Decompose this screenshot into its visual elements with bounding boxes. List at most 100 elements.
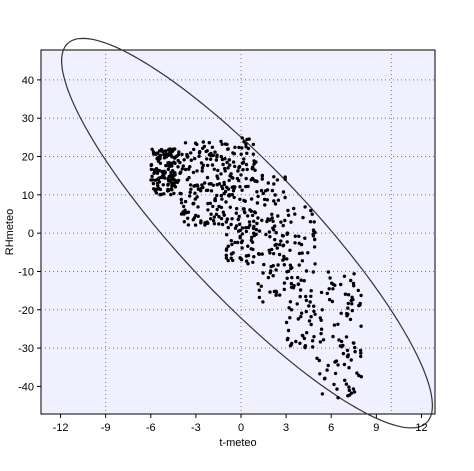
- data-point: [230, 185, 234, 189]
- data-point: [183, 208, 187, 212]
- data-point: [232, 195, 236, 200]
- data-point: [244, 142, 248, 146]
- data-point: [321, 338, 326, 342]
- data-point: [268, 251, 272, 255]
- data-point: [287, 306, 291, 310]
- data-point: [332, 323, 337, 327]
- x-tick-label: 3: [283, 422, 289, 434]
- data-point: [261, 191, 265, 196]
- y-tick-label: 0: [28, 228, 34, 240]
- data-point: [197, 154, 201, 158]
- data-point: [189, 158, 193, 162]
- data-point: [229, 222, 233, 227]
- data-point: [246, 214, 250, 218]
- data-point: [273, 202, 278, 206]
- data-point: [272, 199, 276, 203]
- data-point: [312, 335, 316, 339]
- data-point: [252, 224, 256, 229]
- data-point: [271, 219, 275, 223]
- data-point: [298, 288, 303, 292]
- data-point: [326, 363, 330, 368]
- data-point: [261, 300, 265, 304]
- data-point: [214, 158, 219, 162]
- data-point: [169, 192, 173, 197]
- data-point: [251, 260, 255, 264]
- data-point: [276, 263, 280, 267]
- data-point: [210, 145, 215, 149]
- grid-lines: [41, 50, 435, 414]
- data-point: [219, 216, 224, 221]
- data-point: [351, 281, 356, 286]
- data-point: [288, 248, 292, 252]
- data-point: [203, 181, 207, 185]
- data-point: [166, 187, 170, 192]
- data-point: [359, 375, 363, 379]
- data-point: [350, 308, 354, 313]
- data-point: [251, 177, 255, 181]
- data-point: [241, 160, 246, 165]
- data-point: [224, 253, 228, 257]
- data-point: [293, 241, 297, 245]
- data-point: [186, 210, 191, 214]
- data-point: [188, 183, 193, 187]
- data-point: [278, 242, 282, 247]
- data-point: [274, 293, 278, 297]
- data-point: [244, 162, 249, 167]
- data-point: [210, 163, 215, 167]
- data-point: [209, 212, 213, 216]
- data-point: [149, 167, 154, 172]
- data-point: [242, 157, 246, 161]
- data-point: [170, 155, 174, 159]
- data-point: [189, 187, 193, 191]
- data-point: [347, 385, 351, 389]
- data-point: [315, 356, 319, 360]
- data-point: [231, 151, 235, 155]
- data-point: [238, 236, 242, 240]
- data-point: [179, 212, 184, 216]
- data-point: [299, 315, 303, 319]
- data-point: [249, 209, 253, 213]
- data-point: [156, 184, 160, 188]
- data-point: [283, 177, 287, 181]
- data-point: [183, 199, 188, 204]
- data-point: [268, 235, 272, 239]
- data-point: [222, 213, 226, 217]
- data-point: [300, 333, 305, 338]
- data-point: [226, 166, 230, 170]
- data-point: [219, 154, 223, 159]
- data-point: [311, 270, 315, 274]
- x-tick-label: 12: [415, 422, 427, 434]
- data-point: [257, 288, 261, 292]
- y-tick-label: 40: [22, 75, 34, 87]
- data-point: [310, 212, 314, 216]
- data-point: [207, 141, 211, 145]
- data-point: [346, 293, 351, 297]
- data-point: [238, 222, 242, 226]
- data-point: [246, 262, 250, 266]
- data-point: [304, 269, 309, 273]
- data-point: [179, 201, 184, 205]
- data-point: [161, 150, 165, 154]
- data-point: [219, 139, 223, 144]
- data-point: [166, 148, 170, 152]
- data-point: [179, 170, 183, 174]
- data-point: [265, 198, 269, 202]
- y-axis-ticks: -40 -30 -20 -10 0 10 20 30 40: [18, 75, 41, 393]
- data-point: [166, 178, 171, 183]
- data-point: [319, 290, 324, 295]
- data-point: [319, 327, 324, 331]
- data-points: [149, 136, 363, 400]
- data-point: [340, 344, 344, 349]
- data-point: [302, 279, 306, 283]
- data-point: [240, 239, 244, 243]
- data-point: [309, 289, 313, 293]
- data-point: [262, 197, 267, 202]
- data-point: [357, 303, 361, 308]
- data-point: [153, 170, 157, 174]
- data-point: [238, 185, 242, 189]
- data-point: [187, 167, 191, 171]
- data-point: [264, 232, 268, 237]
- data-point: [289, 220, 293, 224]
- data-point: [299, 278, 303, 282]
